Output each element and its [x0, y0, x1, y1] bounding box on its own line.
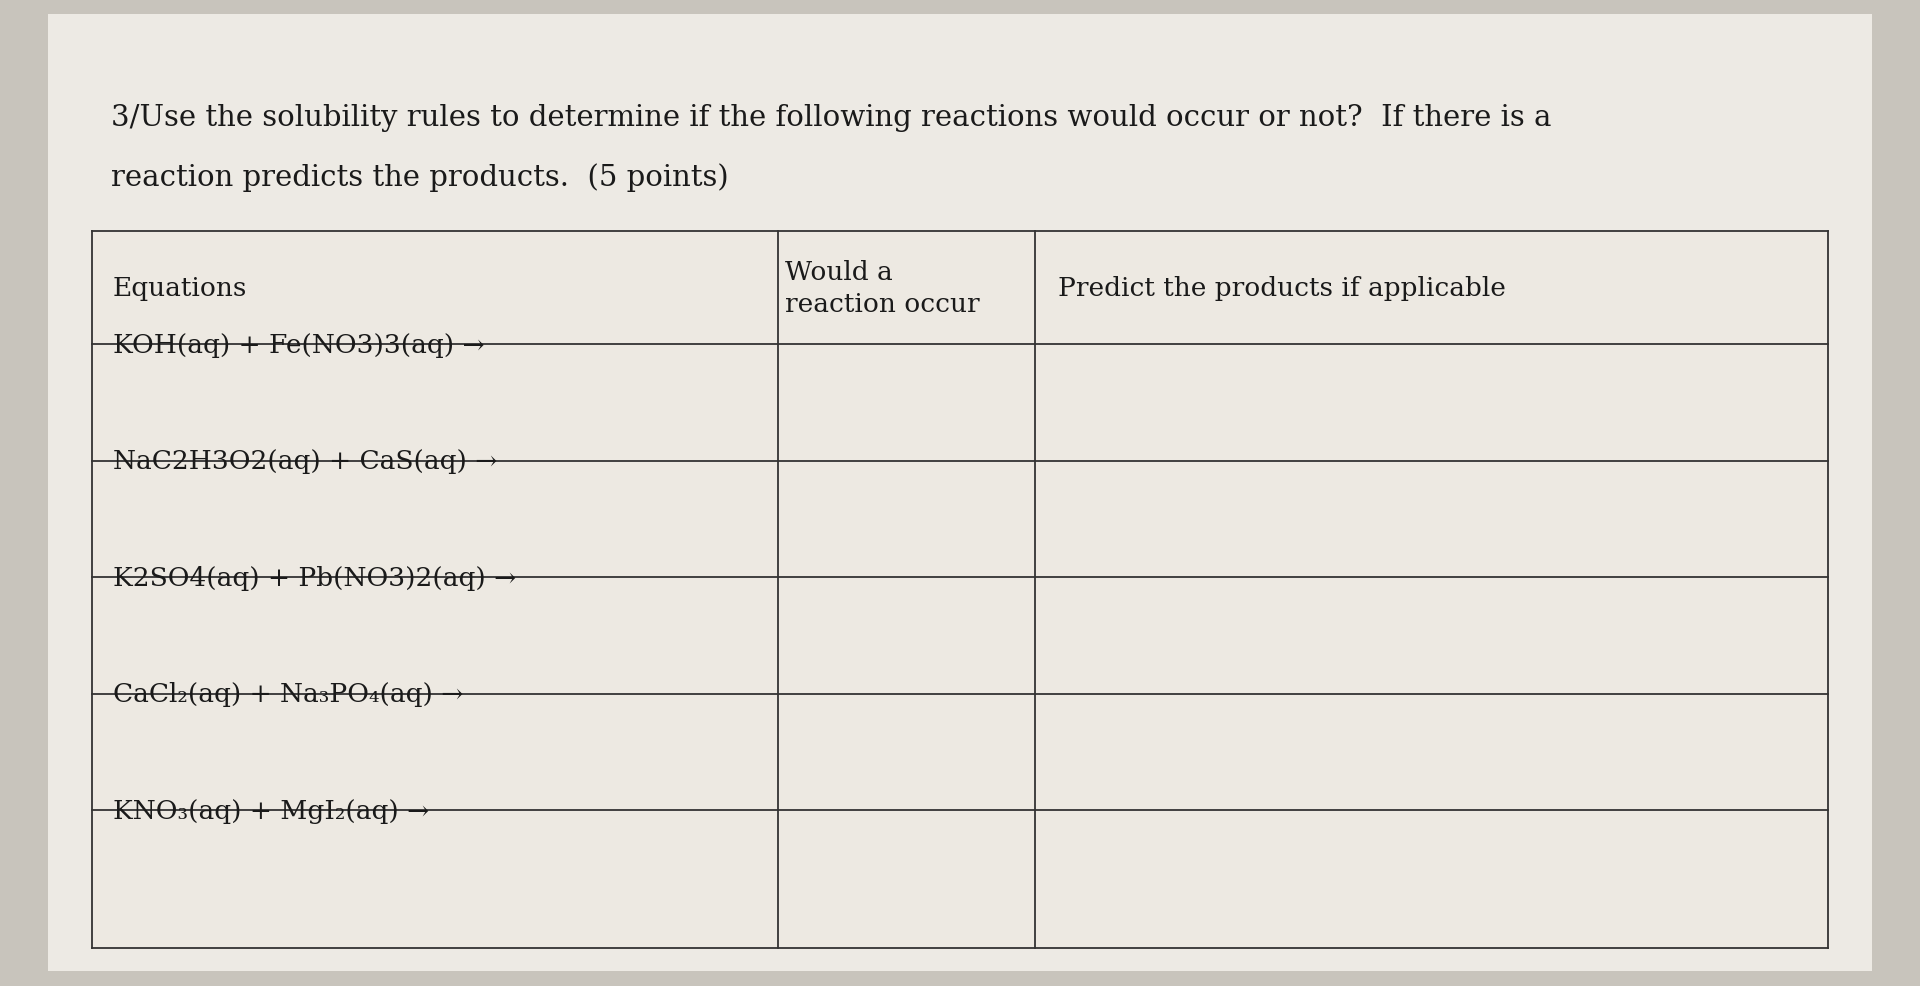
Text: Predict the products if applicable: Predict the products if applicable: [1058, 276, 1507, 301]
Text: Would a
reaction occur: Would a reaction occur: [785, 260, 979, 317]
Bar: [92, 232, 1828, 949]
Text: Equations: Equations: [113, 276, 248, 301]
Text: KOH(aq) + Fe(NO3)3(aq) →: KOH(aq) + Fe(NO3)3(aq) →: [113, 332, 484, 358]
Text: CaCl₂(aq) + Na₃PO₄(aq) →: CaCl₂(aq) + Na₃PO₄(aq) →: [113, 681, 463, 707]
Text: KNO₃(aq) + MgI₂(aq) →: KNO₃(aq) + MgI₂(aq) →: [113, 798, 428, 823]
Text: reaction predicts the products.  (5 points): reaction predicts the products. (5 point…: [111, 163, 730, 191]
Text: K2SO4(aq) + Pb(NO3)2(aq) →: K2SO4(aq) + Pb(NO3)2(aq) →: [113, 565, 516, 591]
Text: NaC2H3O2(aq) + CaS(aq) →: NaC2H3O2(aq) + CaS(aq) →: [113, 449, 497, 474]
Text: 3/Use the solubility rules to determine if the following reactions would occur o: 3/Use the solubility rules to determine …: [111, 104, 1551, 131]
